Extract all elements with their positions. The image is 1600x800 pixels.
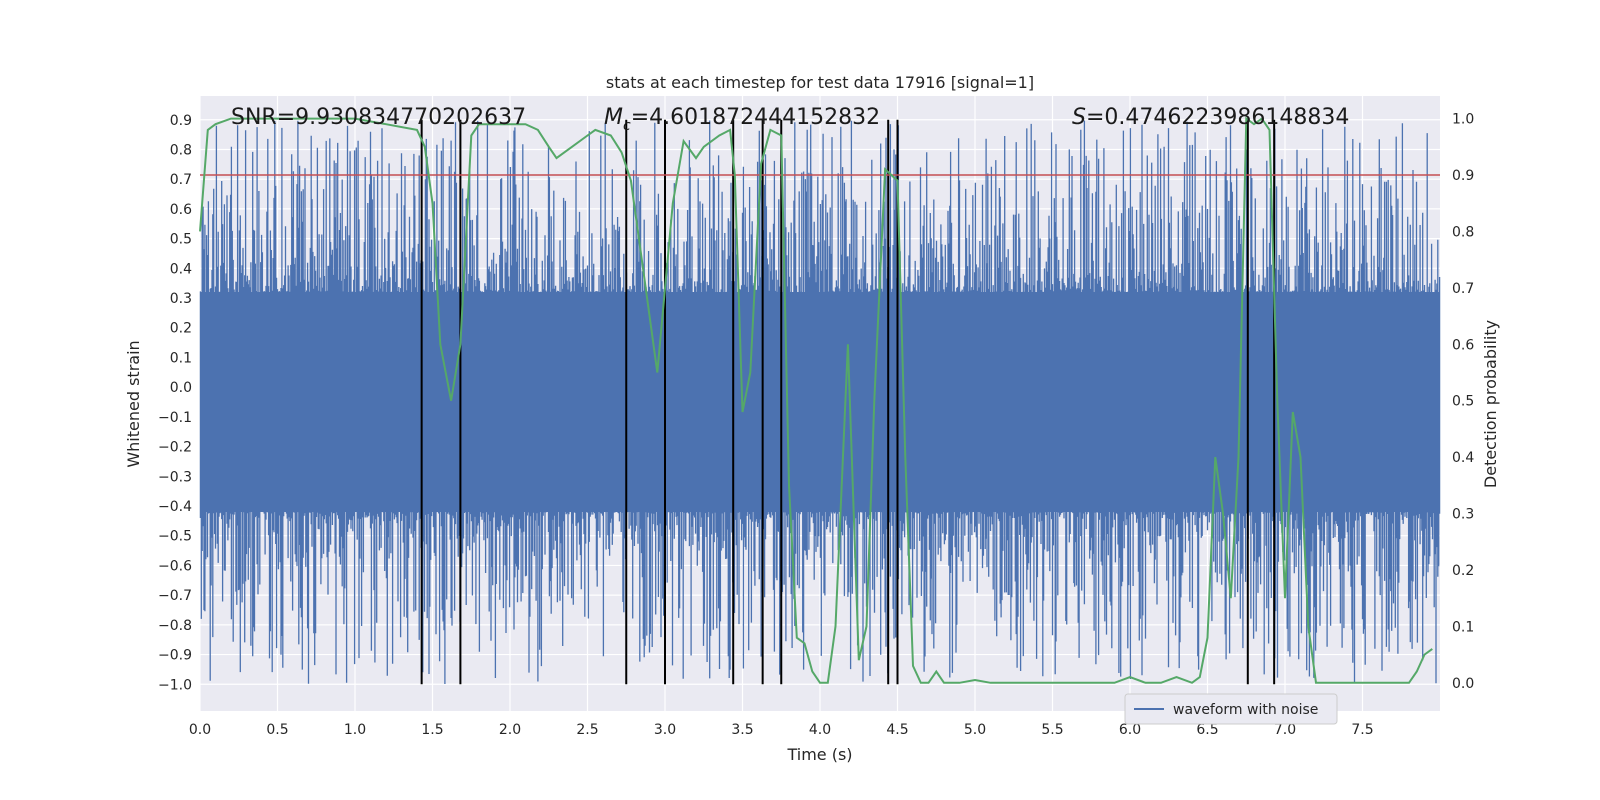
waveform-series [199,120,1441,684]
s-annotation: S=0.4746223986148834 [1072,105,1349,130]
y2-tick-label: 0.3 [1452,507,1474,523]
x-tick-label: 7.5 [1351,722,1373,738]
y2-tick-label: 0.7 [1452,281,1474,297]
x-tick-label: 2.5 [576,722,598,738]
y-tick-label: 0.8 [170,142,192,158]
y-tick-label: −0.6 [158,558,192,574]
x-tick-label: 3.5 [731,722,753,738]
y-tick-label: −1.0 [158,677,192,693]
x-axis-label: Time (s) [786,745,852,764]
event-markers [420,119,1276,685]
x-tick-label: 5.0 [964,722,986,738]
x-axis-ticks: 0.0 0.5 1.0 1.5 2.0 2.5 3.0 3.5 4.0 4.5 5.0 5.5 6.0 6… [189,722,1374,738]
x-tick-label: 2.0 [499,722,521,738]
legend-label: waveform with noise [1173,702,1318,718]
x-tick-label: 0.5 [266,722,288,738]
y-tick-label: 0.6 [170,202,192,218]
mc-symbol: M [604,105,623,130]
y-tick-label: −0.7 [158,588,192,604]
x-tick-label: 4.5 [886,722,908,738]
legend-box [1124,693,1338,725]
mc-value: =4.601872444152832 [631,105,880,130]
y2-tick-label: 0.1 [1452,619,1474,635]
y-tick-label: 0.1 [170,350,192,366]
y2-tick-label: 0.2 [1452,563,1474,579]
x-tick-label: 1.5 [421,722,443,738]
y-tick-label: 0.4 [170,261,192,277]
snr-annotation: SNR=9.930834770202637 [231,105,526,130]
y-tick-label: −0.3 [158,469,192,485]
y2-axis-label: Detection probability [1481,320,1500,488]
x-tick-label: 6.5 [1196,722,1218,738]
y-tick-label: −0.5 [158,529,192,545]
x-tick-label: 0.0 [189,722,211,738]
y2-tick-label: 0.9 [1452,168,1474,184]
y-tick-label: 0.7 [170,172,192,188]
probability-series [199,116,1433,684]
legend: waveform with noise [1124,693,1338,725]
y-tick-label: 0.9 [170,113,192,129]
chirp-mass-annotation: Mc=4.601872444152832 [604,105,880,134]
y-tick-label: −0.9 [158,648,192,664]
x-tick-label: 3.0 [654,722,676,738]
x-tick-label: 5.5 [1041,722,1063,738]
y-tick-label: 0.3 [170,291,192,307]
y-axis-label: Whitened strain [124,340,143,467]
y-tick-label: 0.2 [170,321,192,337]
mc-subscript: c [623,118,631,134]
y-tick-label: 0.0 [170,380,192,396]
s-value: =0.4746223986148834 [1086,105,1349,130]
s-symbol: S [1072,105,1086,130]
y-tick-label: −0.4 [158,499,192,515]
chart-title: stats at each timestep for test data 179… [606,73,1034,92]
y2-tick-label: 0.4 [1452,450,1474,466]
x-tick-label: 7.0 [1274,722,1296,738]
y-axis-ticks: 0.9 0.8 0.7 0.6 0.5 0.4 0.3 0.2 0.1 0.0 −0.1 −0.2 −0… [158,113,192,693]
y2-tick-label: 1.0 [1452,112,1474,128]
y-tick-label: −0.2 [158,440,192,456]
y2-tick-label: 0.0 [1452,676,1474,692]
y2-tick-label: 0.6 [1452,337,1474,353]
y2-tick-label: 0.8 [1452,224,1474,240]
x-tick-label: 4.0 [809,722,831,738]
y-tick-label: −0.8 [158,618,192,634]
y2-axis-ticks: 1.0 0.9 0.8 0.7 0.6 0.5 0.4 0.3 0.2 0.1 0.0 [1452,112,1474,692]
y-tick-label: −0.1 [158,410,192,426]
x-tick-label: 6.0 [1119,722,1141,738]
y-tick-label: 0.5 [170,232,192,248]
x-tick-label: 1.0 [344,722,366,738]
y2-tick-label: 0.5 [1452,394,1474,410]
